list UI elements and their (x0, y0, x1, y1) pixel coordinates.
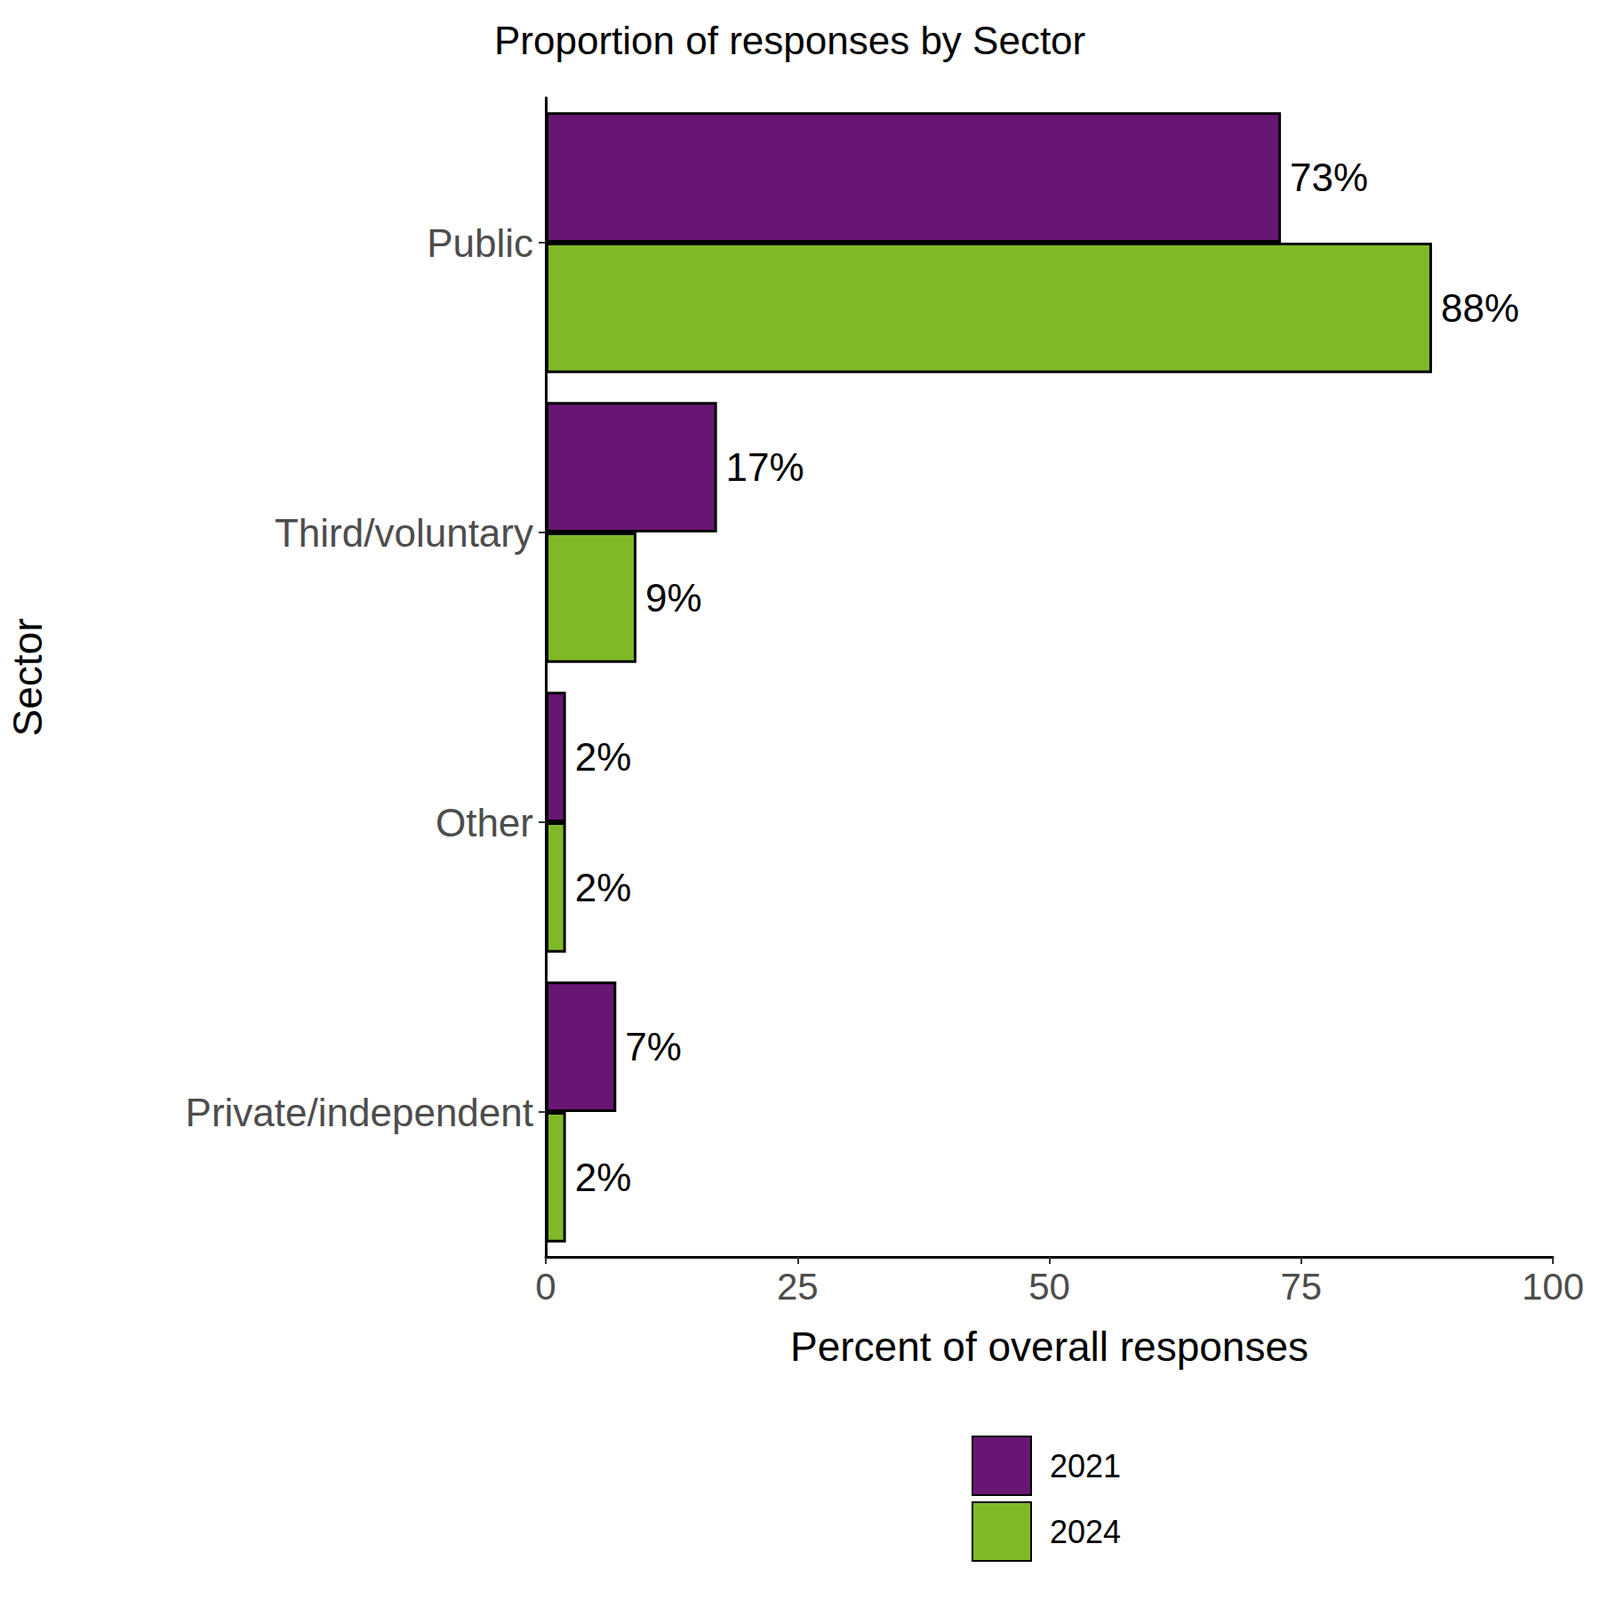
svg-text:75: 75 (1280, 1265, 1322, 1308)
svg-text:100: 100 (1521, 1265, 1584, 1308)
svg-text:2021: 2021 (1049, 1448, 1121, 1485)
svg-text:73%: 73% (1289, 155, 1368, 200)
svg-text:17%: 17% (726, 445, 805, 489)
svg-text:Public: Public (426, 221, 534, 265)
svg-text:2024: 2024 (1049, 1513, 1121, 1551)
svg-text:2%: 2% (575, 735, 632, 779)
svg-text:Third/voluntary: Third/voluntary (274, 511, 534, 555)
svg-text:7%: 7% (624, 1024, 682, 1069)
svg-text:25: 25 (776, 1265, 819, 1308)
svg-text:50: 50 (1028, 1265, 1071, 1308)
svg-text:9%: 9% (645, 576, 703, 620)
svg-text:Private/independent: Private/independent (185, 1090, 534, 1135)
svg-text:Proportion of responses by Sec: Proportion of responses by Sector (494, 18, 1086, 63)
svg-text:2%: 2% (575, 865, 632, 910)
svg-text:Sector: Sector (4, 618, 51, 737)
svg-text:2%: 2% (575, 1155, 632, 1200)
svg-text:Percent of overall responses: Percent of overall responses (790, 1323, 1309, 1370)
svg-text:Other: Other (435, 800, 534, 845)
svg-text:0: 0 (535, 1265, 556, 1308)
svg-text:88%: 88% (1440, 286, 1520, 330)
